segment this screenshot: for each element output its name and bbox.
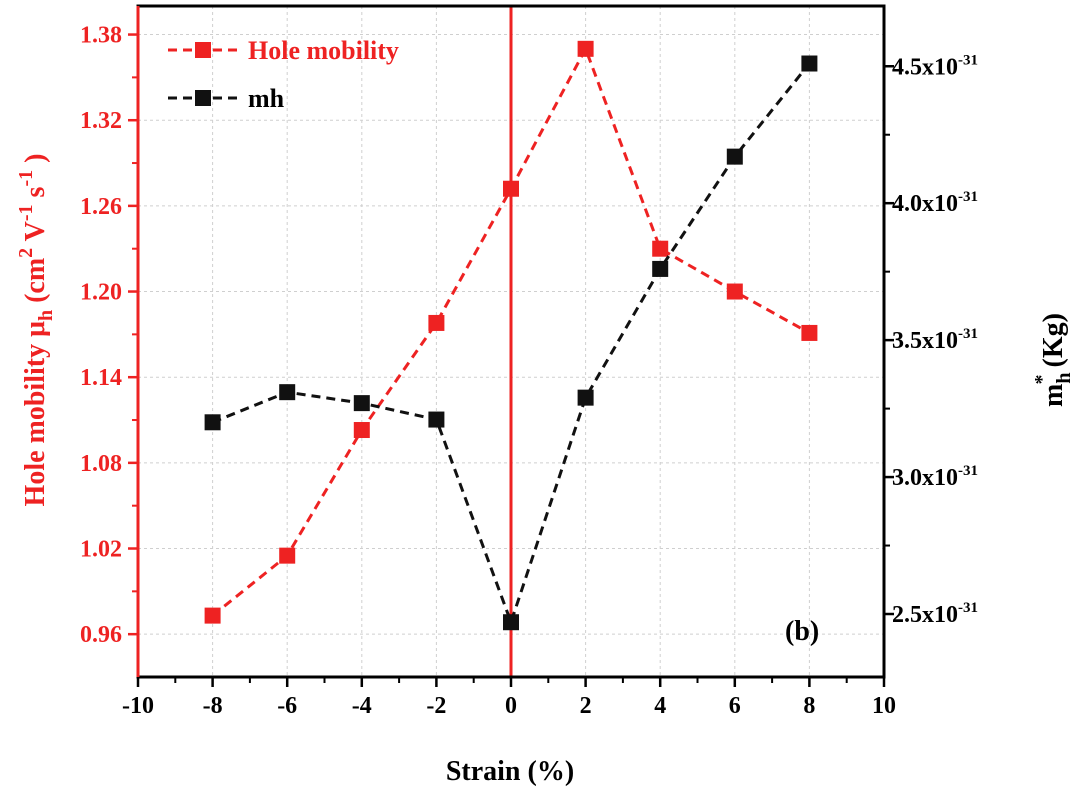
right-y-tick-label: 4.5x10-31 bbox=[892, 52, 978, 80]
x-tick-label: -10 bbox=[122, 693, 154, 719]
data-point bbox=[428, 314, 445, 331]
x-axis-title: Strain (%) bbox=[446, 756, 574, 787]
x-tick-label: 4 bbox=[654, 693, 666, 719]
data-point bbox=[279, 384, 296, 401]
legend-swatch-marker bbox=[195, 90, 211, 106]
left-y-tick-label: 0.96 bbox=[80, 622, 122, 648]
right-y-tick-label: 3.5x10-31 bbox=[892, 326, 978, 354]
right-y-tick-label: 4.0x10-31 bbox=[892, 189, 978, 217]
series-mh bbox=[204, 55, 818, 631]
data-point bbox=[726, 283, 743, 300]
right-y-axis-title: mh* (Kg) bbox=[1031, 313, 1075, 407]
data-point bbox=[503, 614, 519, 631]
x-tick-label: 6 bbox=[729, 693, 741, 719]
legend-label: mh bbox=[248, 84, 285, 113]
data-point bbox=[726, 148, 743, 165]
left-y-tick-label: 1.02 bbox=[80, 537, 122, 563]
left-y-tick-label: 1.14 bbox=[80, 365, 122, 391]
right-y-axis: 2.5x10-31 3.0x10-31 3.5x10-31 4.0x10-31 4.5x… bbox=[884, 52, 978, 628]
right-y-tick-label: 2.5x10-31 bbox=[892, 600, 978, 628]
data-point bbox=[577, 40, 594, 57]
x-tick-label: -4 bbox=[352, 693, 372, 719]
left-y-axis-title: Hole mobility μh (cm2 V-1 s-1 ) bbox=[15, 154, 57, 507]
data-point bbox=[801, 55, 818, 72]
data-point bbox=[652, 240, 669, 257]
data-point bbox=[353, 395, 370, 412]
left-y-axis: 0.96 1.02 1.08 1.14 1.20 1.26 1.32 1.38 bbox=[80, 23, 138, 648]
right-y-tick-label: 3.0x10-31 bbox=[892, 463, 978, 491]
x-tick-label: -8 bbox=[203, 693, 223, 719]
data-point bbox=[204, 414, 221, 431]
legend: Hole mobility mh bbox=[168, 36, 399, 113]
series-line bbox=[212, 62, 811, 627]
left-y-tick-label: 1.38 bbox=[80, 23, 122, 49]
data-point bbox=[353, 422, 370, 439]
data-point bbox=[652, 260, 669, 277]
panel-label: (b) bbox=[785, 616, 819, 647]
data-point bbox=[279, 547, 296, 564]
data-point bbox=[577, 389, 594, 406]
x-axis: -10 -8 -6 -4 -2 0 2 4 6 8 10 bbox=[122, 677, 896, 719]
legend-label: Hole mobility bbox=[248, 36, 399, 65]
data-point bbox=[428, 411, 445, 428]
data-point bbox=[204, 607, 221, 624]
x-tick-label: -6 bbox=[277, 693, 297, 719]
legend-item-mh: mh bbox=[168, 84, 285, 113]
legend-swatch-marker bbox=[195, 42, 211, 58]
left-y-tick-label: 1.26 bbox=[80, 194, 122, 220]
left-y-tick-label: 1.32 bbox=[80, 108, 122, 134]
x-tick-label: -2 bbox=[426, 693, 446, 719]
x-tick-label: 10 bbox=[872, 693, 896, 719]
series-layer bbox=[204, 40, 818, 631]
legend-item-hole-mobility: Hole mobility bbox=[168, 36, 399, 65]
data-point bbox=[801, 324, 818, 341]
left-y-tick-label: 1.20 bbox=[80, 280, 122, 306]
x-tick-label: 8 bbox=[803, 693, 815, 719]
series-hole-mobility bbox=[204, 40, 818, 624]
x-tick-label: 0 bbox=[505, 693, 517, 719]
data-point bbox=[503, 180, 519, 197]
x-tick-label: 2 bbox=[580, 693, 592, 719]
left-y-tick-label: 1.08 bbox=[80, 451, 122, 477]
